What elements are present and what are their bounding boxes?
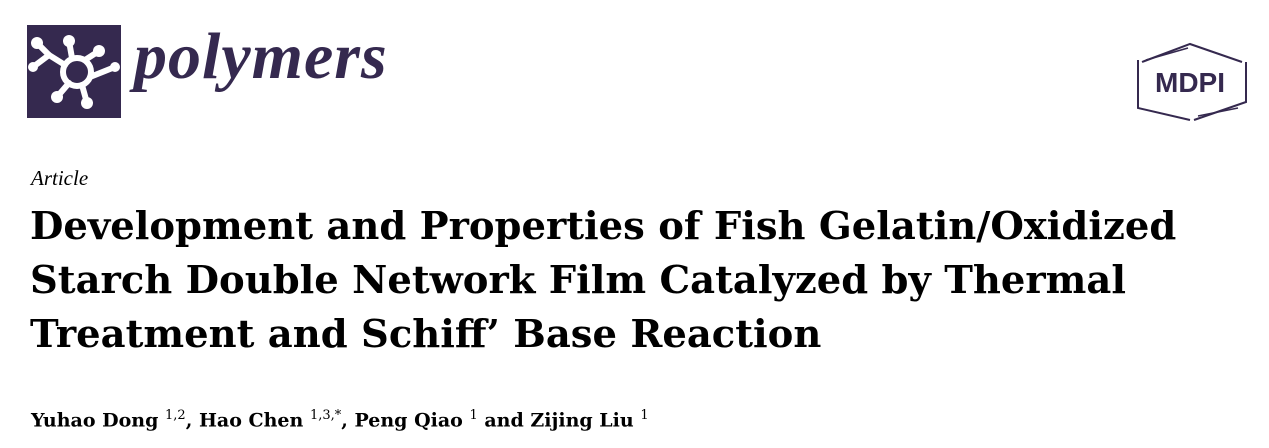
title-line: Starch Double Network Film Catalyzed by … [30, 258, 1126, 303]
title-line: Development and Properties of Fish Gelat… [30, 204, 1177, 249]
molecule-icon [28, 35, 120, 109]
journal-logo [27, 25, 121, 118]
author-name: Hao Chen [198, 409, 304, 432]
title-line: Treatment and Schiff’ Base Reaction [30, 312, 822, 357]
publisher-logo: MDPI [1130, 38, 1250, 122]
separator: , [185, 409, 199, 432]
article-type: Article [31, 166, 89, 190]
author-list: Yuhao Dong 1,2, Hao Chen 1,3,*, Peng Qia… [31, 408, 649, 431]
author-name: Peng Qiao [354, 409, 463, 432]
author-name: Yuhao Dong [31, 409, 159, 432]
separator: , [341, 409, 355, 432]
separator: and [477, 409, 531, 432]
journal-name: polymers [134, 20, 388, 93]
publisher-name: MDPI [1155, 67, 1225, 98]
author-name: Zijing Liu [530, 409, 634, 432]
author-affiliation: 1 [640, 408, 649, 423]
author-affiliation: 1 [469, 408, 478, 423]
author-affiliation: 1,3,* [309, 408, 342, 423]
paper-title: Development and Properties of Fish Gelat… [30, 200, 1260, 362]
author-affiliation: 1,2 [165, 408, 186, 423]
